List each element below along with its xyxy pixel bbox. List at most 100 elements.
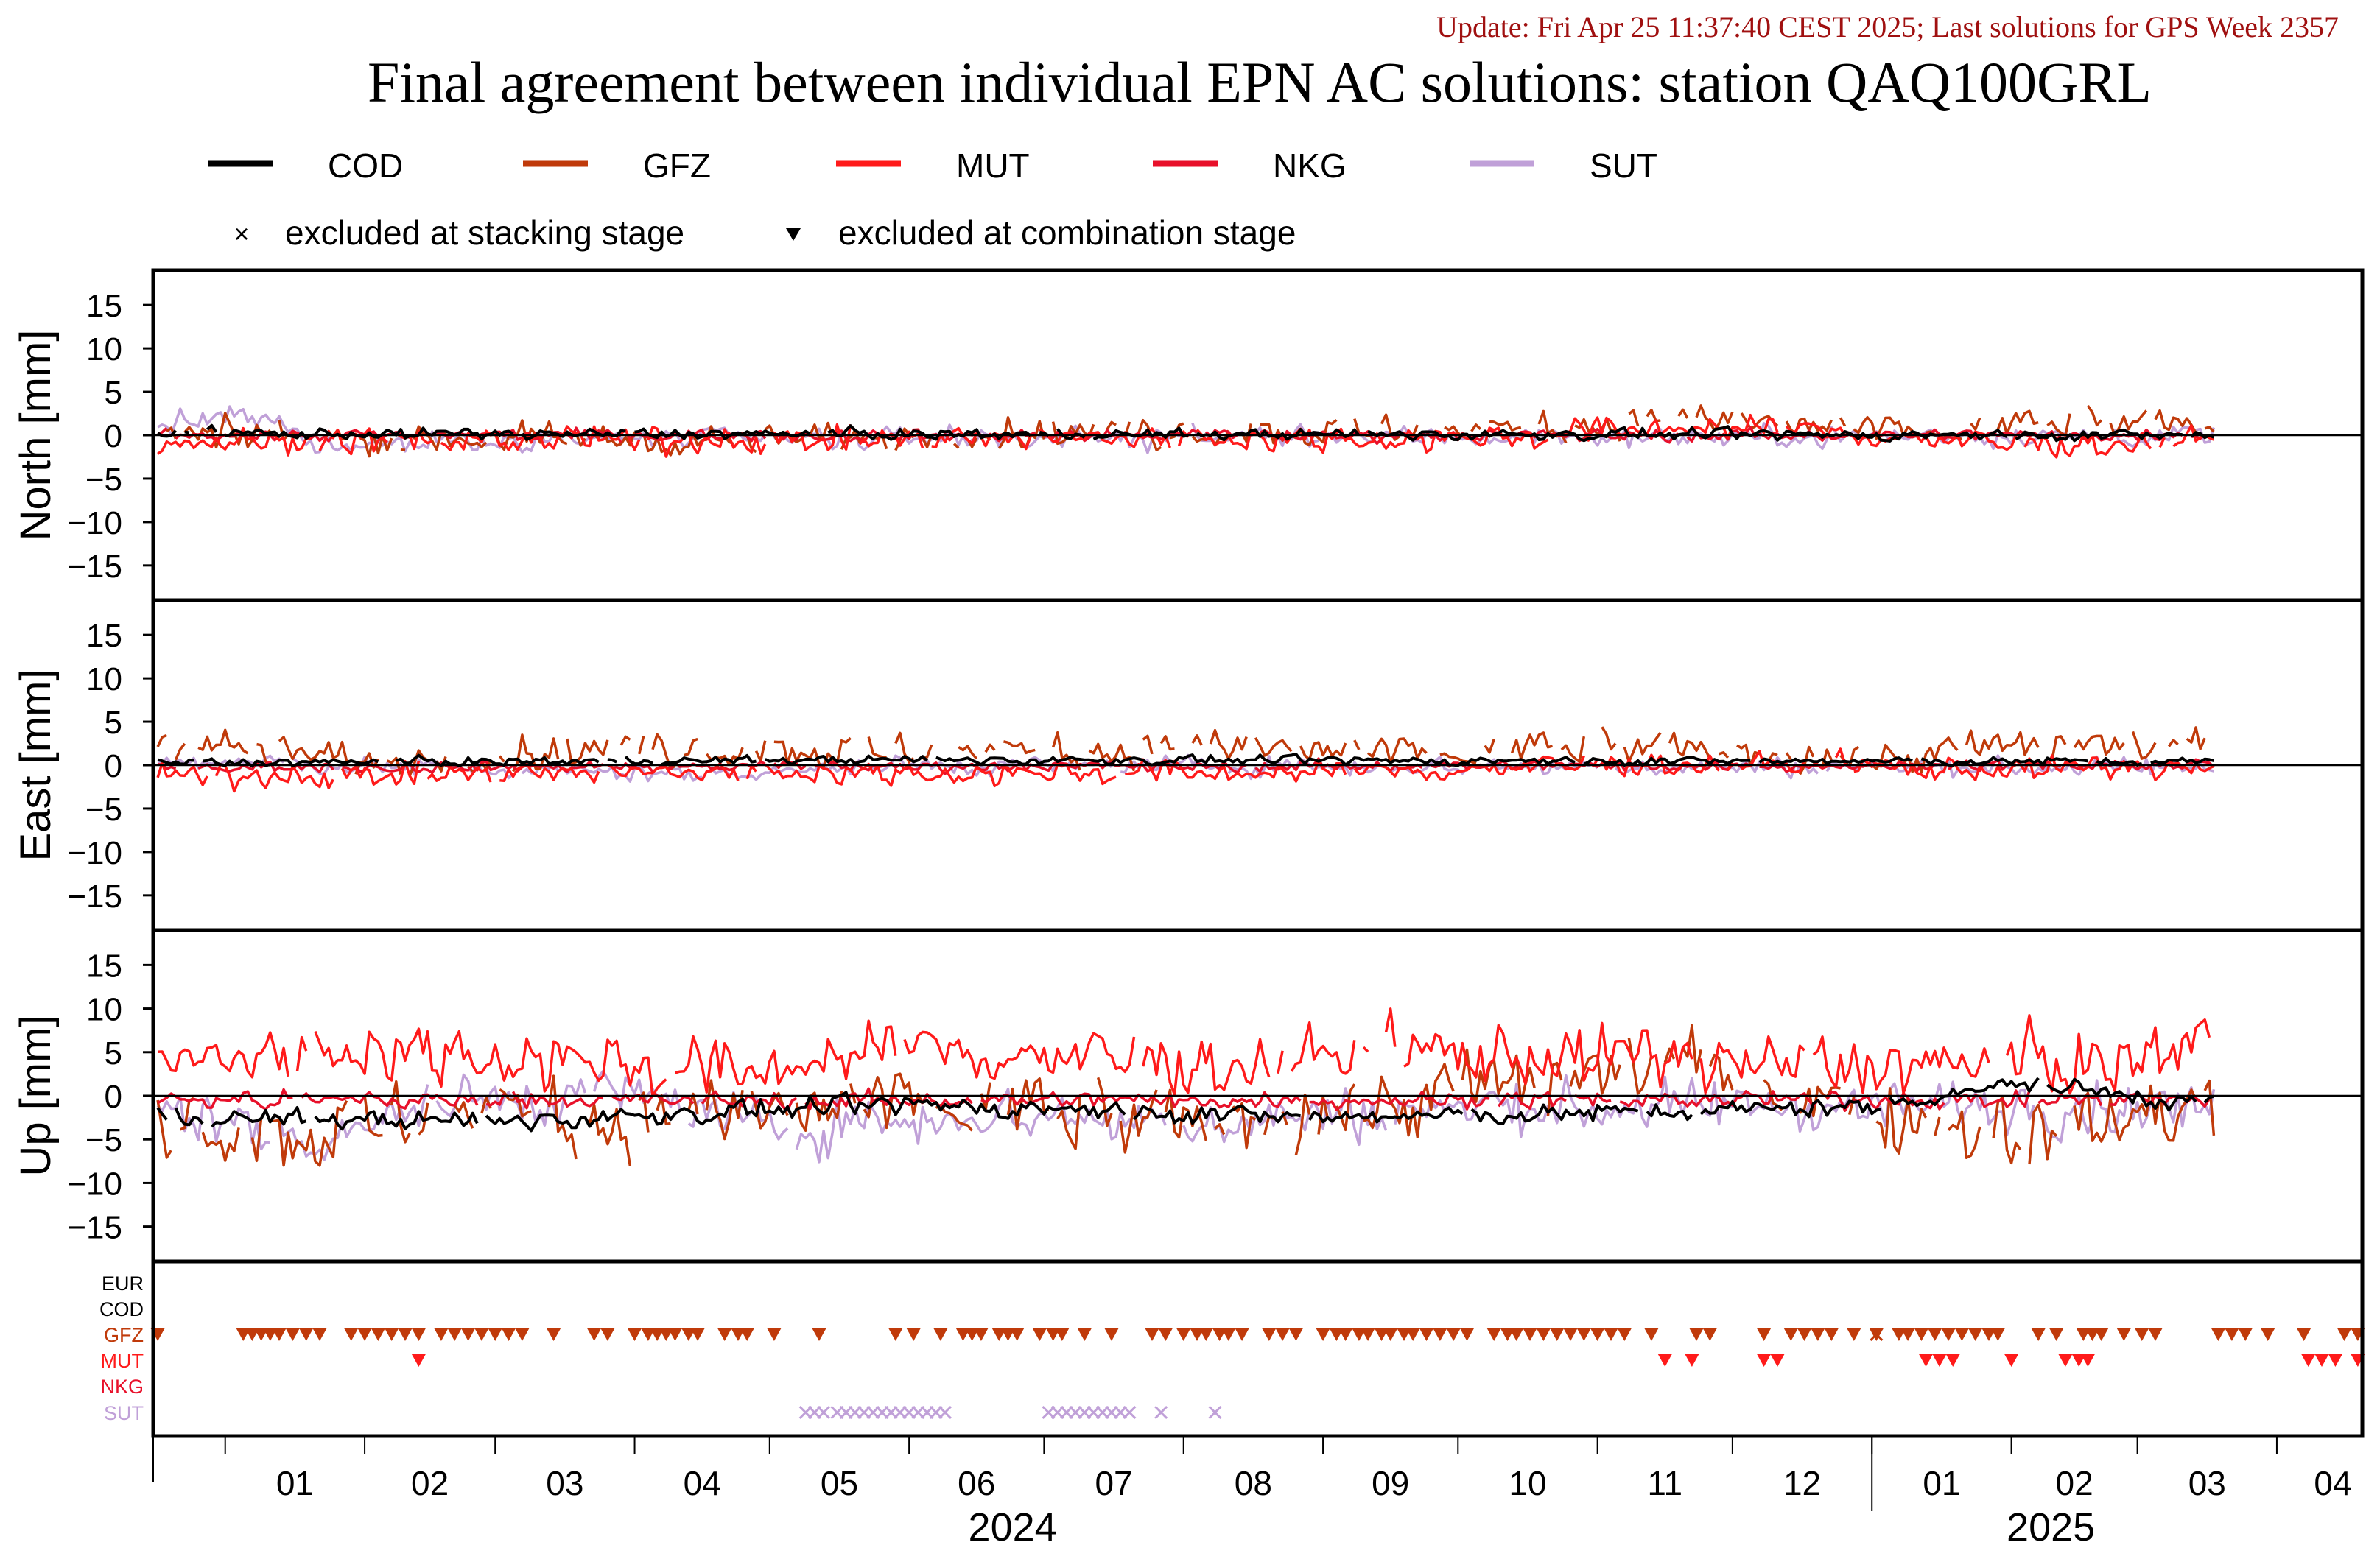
combination-excluded-marker	[1918, 1354, 1934, 1367]
y-tick-label: −10	[67, 1166, 122, 1202]
combination-excluded-marker	[1563, 1328, 1578, 1341]
combination-excluded-marker	[384, 1328, 399, 1341]
combination-excluded-marker	[1405, 1328, 1421, 1341]
combination-excluded-marker	[1261, 1328, 1277, 1341]
legend-label-mut: MUT	[956, 147, 1030, 185]
combination-excluded-marker	[1927, 1328, 1942, 1341]
combination-excluded-marker	[906, 1328, 922, 1341]
y-tick-label: 0	[105, 1079, 122, 1115]
combination-excluded-marker	[717, 1328, 732, 1341]
combination-excluded-marker	[1756, 1354, 1772, 1367]
combination-excluded-marker	[1900, 1328, 1916, 1341]
month-label: 01	[1923, 1464, 1960, 1502]
combination-excluded-marker	[1549, 1328, 1565, 1341]
combination-excluded-marker	[546, 1328, 561, 1341]
combination-excluded-marker	[2224, 1328, 2239, 1341]
exclusion-row-label-mut: MUT	[101, 1350, 144, 1372]
combination-excluded-marker	[1604, 1328, 1618, 1341]
combination-excluded-marker	[1536, 1328, 1551, 1341]
series-cod-up	[156, 1077, 2215, 1133]
exclusion-row-label-eur: EUR	[102, 1273, 144, 1295]
combination-excluded-marker	[1361, 1328, 1376, 1341]
combination-excluded-marker	[1657, 1354, 1673, 1367]
combination-excluded-marker	[411, 1354, 426, 1367]
y-tick-label: 5	[105, 1035, 122, 1071]
combination-excluded-marker	[1967, 1328, 1983, 1341]
combination-excluded-marker	[398, 1328, 413, 1341]
month-label: 08	[1235, 1464, 1272, 1502]
combination-excluded-marker	[2238, 1328, 2253, 1341]
y-tick-label: 10	[86, 992, 122, 1028]
y-axis-label: North [mm]	[12, 330, 60, 541]
combination-excluded-marker	[1954, 1328, 1970, 1341]
combination-excluded-marker	[766, 1328, 782, 1341]
combination-excluded-marker	[2134, 1328, 2149, 1341]
legend-combination-marker	[786, 228, 801, 241]
combination-excluded-marker	[600, 1328, 615, 1341]
combination-excluded-marker	[1770, 1354, 1785, 1367]
y-tick-label: −10	[67, 835, 122, 871]
legend-label-gfz: GFZ	[643, 147, 711, 185]
month-label: 03	[2188, 1464, 2226, 1502]
combination-excluded-marker	[2296, 1328, 2311, 1341]
combination-excluded-marker	[2031, 1328, 2046, 1341]
stacking-excluded-marker	[1208, 1405, 1222, 1420]
combination-excluded-marker	[1914, 1328, 1929, 1341]
legend: COD GFZ MUT NKG SUT × excluded at stacking sta…	[208, 147, 1657, 252]
month-label: 10	[1509, 1464, 1546, 1502]
series-cod-east	[157, 753, 2214, 768]
series-mut-up	[158, 1007, 2211, 1098]
y-tick-label: 0	[105, 748, 122, 784]
combination-excluded-marker	[343, 1328, 359, 1341]
combination-excluded-marker	[812, 1328, 826, 1341]
exclusion-row-label-sut: SUT	[104, 1402, 144, 1424]
series-gfz-up	[156, 1024, 2216, 1167]
y-tick-label: −5	[85, 462, 122, 498]
combination-excluded-marker	[1783, 1328, 1799, 1341]
legend-label-nkg: NKG	[1273, 147, 1347, 185]
exclusion-row-label-nkg: NKG	[100, 1376, 144, 1398]
stacking-excluded-marker	[938, 1405, 952, 1420]
combination-excluded-marker	[627, 1328, 642, 1341]
legend-combination-label: excluded at combination stage	[838, 214, 1296, 252]
combination-excluded-marker	[1338, 1328, 1353, 1341]
combination-excluded-marker	[1684, 1354, 1699, 1367]
month-label: 07	[1095, 1464, 1132, 1502]
combination-excluded-marker	[586, 1328, 602, 1341]
combination-excluded-marker	[1158, 1328, 1173, 1341]
month-label: 11	[1647, 1464, 1682, 1502]
y-tick-label: 15	[86, 948, 122, 984]
legend-stacking-marker: ×	[234, 219, 249, 249]
combination-excluded-marker	[2337, 1328, 2352, 1341]
combination-excluded-marker	[1941, 1328, 1956, 1341]
y-tick-label: −15	[67, 549, 122, 585]
combination-excluded-marker	[1032, 1328, 1047, 1341]
y-tick-label: 15	[86, 618, 122, 654]
combination-excluded-marker	[2004, 1354, 2019, 1367]
combination-excluded-marker	[1689, 1328, 1704, 1341]
month-label: 02	[2056, 1464, 2093, 1502]
legend-stacking-label: excluded at stacking stage	[285, 214, 684, 252]
combination-excluded-marker	[1945, 1354, 1961, 1367]
combination-excluded-marker	[2314, 1354, 2329, 1367]
exclusion-row-label-gfz: GFZ	[104, 1324, 144, 1346]
year-label: 2024	[969, 1505, 1057, 1545]
exclusion-row-label-cod: COD	[99, 1298, 144, 1320]
combination-excluded-marker	[1221, 1328, 1236, 1341]
combination-excluded-marker	[933, 1328, 948, 1341]
stacking-excluded-marker	[1870, 1327, 1884, 1342]
combination-excluded-marker	[690, 1328, 706, 1341]
combination-excluded-marker	[1104, 1328, 1119, 1341]
combination-excluded-marker	[1846, 1328, 1861, 1341]
combination-excluded-marker	[312, 1328, 327, 1341]
combination-excluded-marker	[1523, 1328, 1537, 1341]
combination-excluded-marker	[1576, 1328, 1592, 1341]
combination-excluded-marker	[1590, 1328, 1605, 1341]
combination-excluded-marker	[1486, 1328, 1502, 1341]
combination-excluded-marker	[501, 1328, 516, 1341]
combination-excluded-marker	[1176, 1328, 1191, 1341]
combination-excluded-marker	[371, 1328, 386, 1341]
